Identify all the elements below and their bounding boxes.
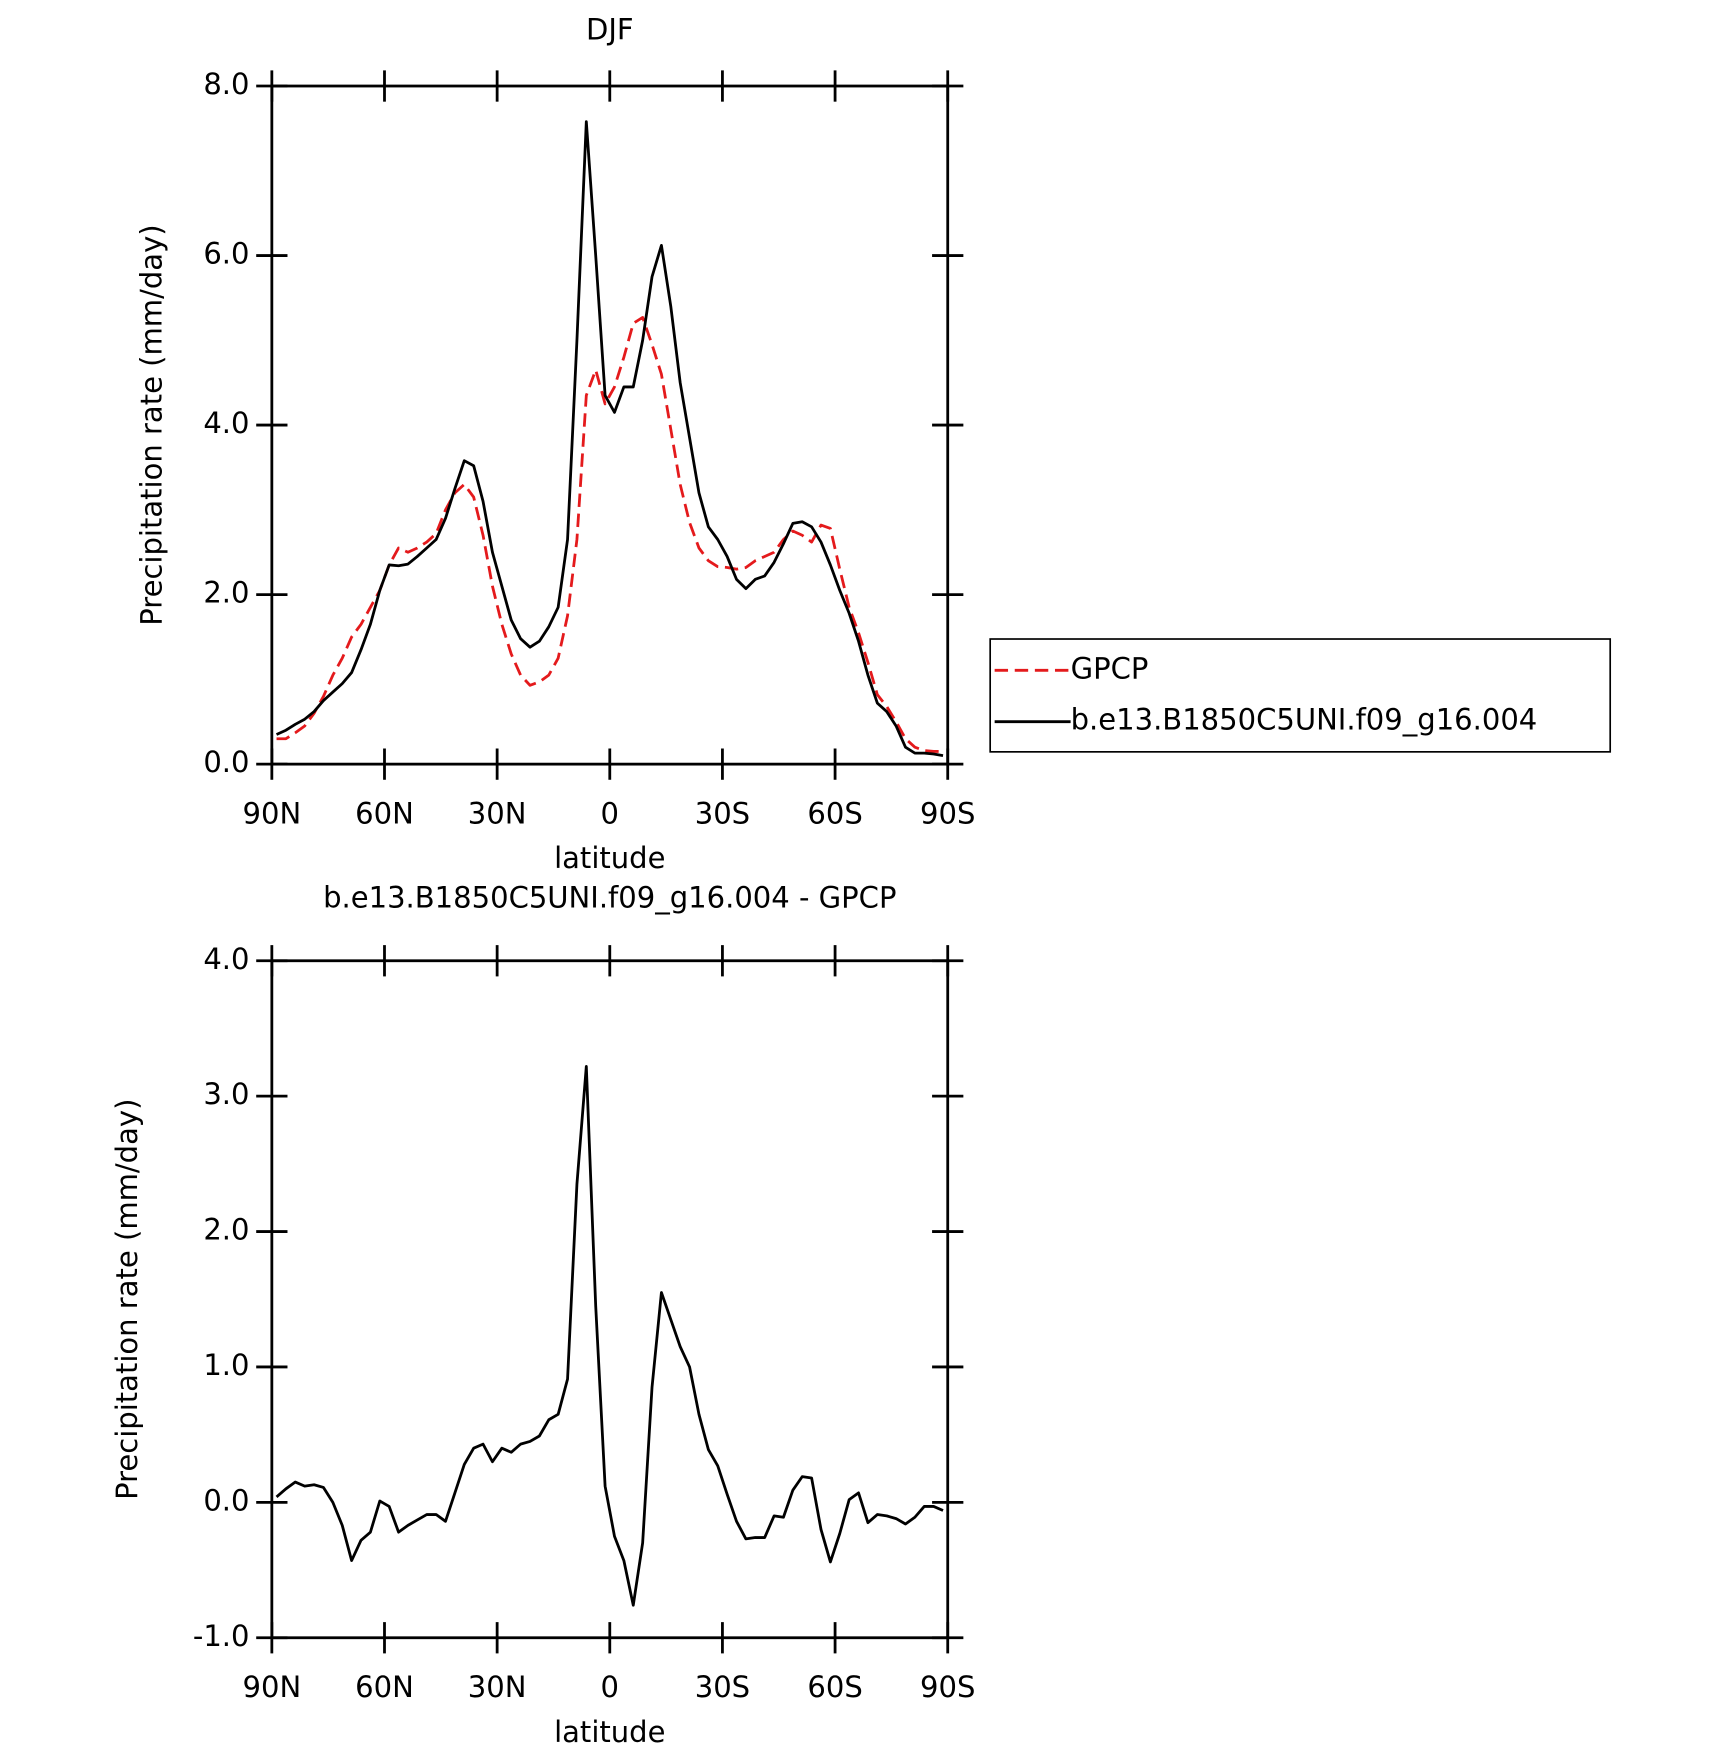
x-tick-label: 90N	[243, 1670, 302, 1704]
y-tick-label: 0.0	[203, 745, 249, 779]
legend-label: GPCP	[1071, 651, 1149, 685]
y-tick-label: 3.0	[203, 1077, 249, 1111]
plot-frame	[270, 84, 950, 766]
plot-frame	[270, 959, 950, 1640]
legend-label: b.e13.B1850C5UNI.f09_g16.004	[1071, 703, 1538, 737]
chart-title: DJF	[586, 12, 634, 46]
x-axis-label: latitude	[554, 1715, 665, 1745]
y-tick-label: 4.0	[203, 942, 249, 976]
y-axis-label: Precipitation rate (mm/day)	[134, 224, 168, 625]
x-tick-label: 90S	[920, 1670, 975, 1704]
y-tick-label: 4.0	[203, 406, 249, 440]
series-line	[275, 1064, 944, 1607]
y-tick-label: 2.0	[203, 576, 249, 610]
y-tick-label: 0.0	[203, 1483, 249, 1517]
y-tick-label: 2.0	[203, 1213, 249, 1247]
x-tick-label: 30N	[468, 1670, 527, 1704]
y-tick-label: 1.0	[203, 1348, 249, 1382]
y-tick-label: -1.0	[193, 1619, 250, 1653]
legend-box	[989, 638, 1612, 753]
chart-title: b.e13.B1850C5UNI.f09_g16.004 - GPCP	[323, 880, 896, 914]
y-tick-label: 6.0	[203, 237, 249, 271]
x-tick-label: 30N	[468, 797, 527, 831]
x-tick-label: 60S	[807, 797, 862, 831]
x-tick-label: 60N	[355, 797, 414, 831]
series-line	[276, 316, 944, 753]
x-tick-label: 90N	[243, 797, 302, 831]
x-tick-label: 30S	[695, 1670, 750, 1704]
series-line	[275, 120, 944, 758]
x-tick-label: 30S	[695, 797, 750, 831]
y-tick-label: 8.0	[203, 67, 249, 101]
x-tick-label: 90S	[920, 797, 975, 831]
x-axis-label: latitude	[554, 841, 665, 875]
x-tick-label: 0	[601, 1670, 619, 1704]
x-tick-label: 0	[601, 797, 619, 831]
y-axis-label: Precipitation rate (mm/day)	[110, 1099, 144, 1500]
x-tick-label: 60S	[807, 1670, 862, 1704]
x-tick-label: 60N	[355, 1670, 414, 1704]
